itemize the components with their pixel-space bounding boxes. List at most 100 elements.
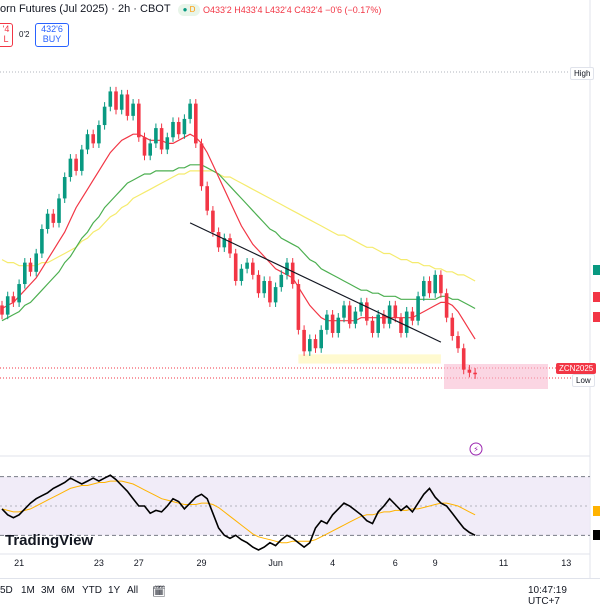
lightning-icon[interactable] <box>469 442 483 456</box>
axis-tag-red <box>593 292 600 302</box>
candle <box>97 120 101 148</box>
candle <box>125 89 130 121</box>
candle <box>461 343 466 375</box>
candle <box>102 102 107 130</box>
svg-text:⚡: ⚡ <box>473 445 479 454</box>
candle <box>137 99 141 142</box>
time-tick-label: 13 <box>561 558 572 568</box>
chart-title: orn Futures (Jul 2025) · 2h · CBOT <box>0 3 171 15</box>
buy-button[interactable]: 432'6 BUY <box>35 23 69 47</box>
ohlc-values: O433'2 H433'4 L432'4 C432'4 −0'6 (−0.17%… <box>203 5 382 15</box>
time-tick-label: Jun <box>268 558 283 568</box>
trend-line[interactable] <box>189 222 442 343</box>
candle <box>439 270 443 298</box>
candle <box>416 291 420 326</box>
candle <box>0 300 4 320</box>
candle <box>85 129 90 155</box>
bottom-toolbar: 5D 1M 3M 6M YTD 1Y All 🗓 10:47:19 UTC+7 <box>0 578 600 607</box>
candle <box>11 291 16 307</box>
time-tick-label: 21 <box>14 558 25 568</box>
candle <box>433 270 437 298</box>
candle <box>279 270 284 292</box>
sell-button[interactable]: '4 L <box>0 23 13 47</box>
range-button-3m[interactable]: 3M <box>41 585 55 596</box>
candle <box>256 270 261 298</box>
candle <box>347 300 352 329</box>
rsi-line <box>1 474 476 551</box>
candle <box>467 365 472 378</box>
clock-readout[interactable]: 10:47:19 UTC+7 <box>528 585 567 607</box>
candle <box>131 99 135 121</box>
candle <box>114 86 118 115</box>
candle <box>5 291 10 320</box>
candle <box>404 306 409 338</box>
candle <box>194 99 198 148</box>
symbol-tag: ZCN2025 <box>556 363 597 374</box>
ma-mid-line <box>1 164 476 322</box>
axis-tag-rsi-ma <box>593 506 600 516</box>
range-button-1m[interactable]: 1M <box>21 585 35 596</box>
candle <box>23 258 27 289</box>
candle <box>308 334 312 356</box>
candle <box>159 123 164 155</box>
tradingview-logo: TradingView <box>5 532 94 549</box>
range-button-5d[interactable]: 5D <box>0 585 13 596</box>
candle <box>211 206 215 237</box>
candle <box>68 154 73 182</box>
ma-fast-line <box>1 133 476 340</box>
candle <box>119 89 124 115</box>
time-tick-label: 4 <box>330 558 336 568</box>
candle <box>450 313 455 341</box>
d-badge[interactable]: ● D <box>178 4 200 16</box>
candle <box>422 276 426 301</box>
candle <box>330 310 335 338</box>
candle <box>382 310 386 329</box>
candle <box>165 132 170 155</box>
candle <box>205 181 209 216</box>
range-button-all[interactable]: All <box>127 585 139 596</box>
candle <box>319 325 323 353</box>
candle <box>393 300 398 323</box>
candle <box>268 276 272 307</box>
candle <box>199 138 204 191</box>
candle <box>296 279 301 335</box>
candle <box>262 276 266 298</box>
candle <box>148 138 152 161</box>
candle <box>370 316 375 338</box>
calendar-icon[interactable]: 🗓 <box>152 586 166 598</box>
candle <box>154 123 158 148</box>
candle <box>233 248 238 286</box>
candle <box>336 313 341 338</box>
range-button-1y[interactable]: 1Y <box>108 585 121 596</box>
time-tick-label: 6 <box>392 558 398 568</box>
time-tick-label: 11 <box>498 558 509 568</box>
price-box <box>444 364 548 389</box>
candle <box>444 288 449 323</box>
candle <box>222 233 227 252</box>
spread: 0'2 <box>19 30 30 39</box>
candle <box>313 334 318 353</box>
candle <box>142 132 147 161</box>
candle <box>427 276 432 298</box>
axis-tag-rsi <box>593 530 600 540</box>
candle <box>251 258 255 280</box>
candle <box>40 224 44 259</box>
candle <box>45 209 50 234</box>
candle <box>228 233 232 259</box>
candle <box>342 300 346 323</box>
candle <box>80 144 84 176</box>
candle <box>188 99 192 124</box>
candle <box>325 310 329 335</box>
time-tick-label: 9 <box>432 558 438 568</box>
candle <box>108 86 113 112</box>
range-button-6m[interactable]: 6M <box>61 585 75 596</box>
rsi-ma-line <box>1 480 476 544</box>
candle <box>57 193 61 228</box>
range-button-ytd[interactable]: YTD <box>82 585 102 596</box>
ma-slow-line <box>1 170 476 282</box>
candle <box>182 114 187 139</box>
candle <box>239 264 244 286</box>
candle <box>51 209 56 228</box>
candle <box>456 331 460 353</box>
